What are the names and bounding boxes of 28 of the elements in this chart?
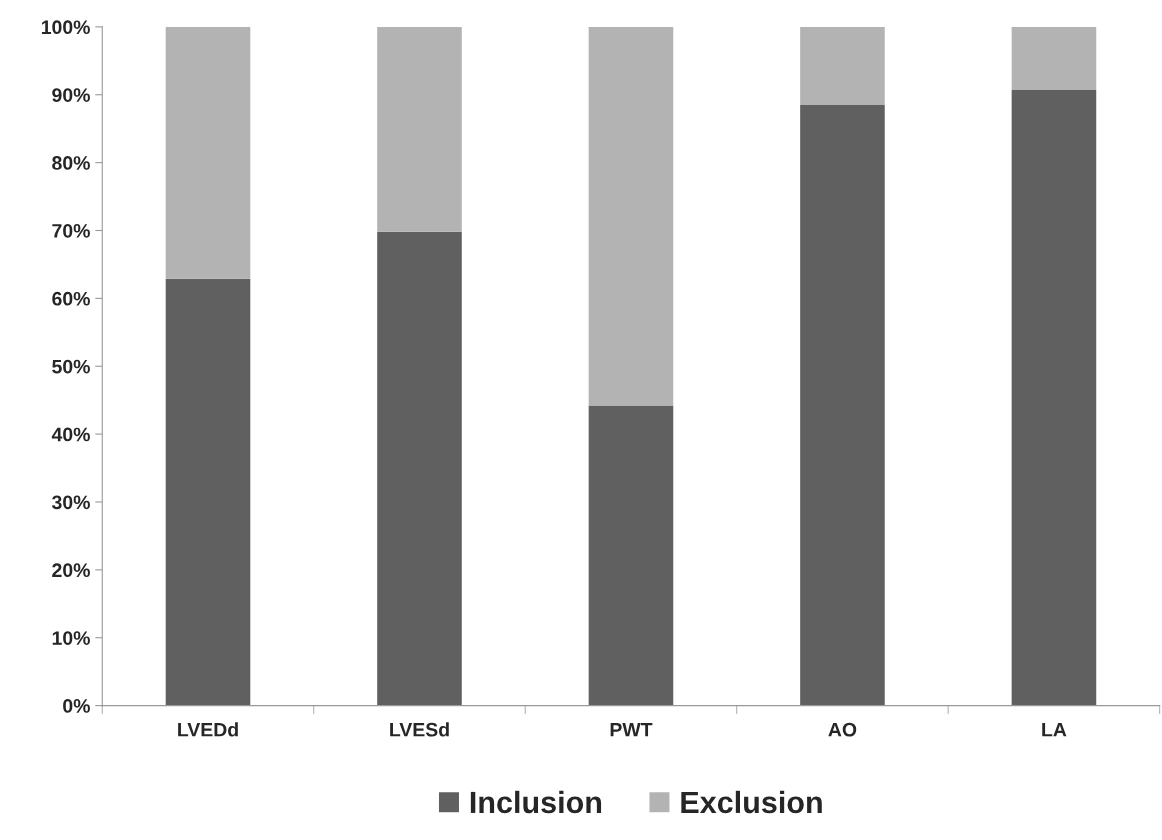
bar: [800, 104, 885, 706]
y-tick-label: 10%: [52, 631, 90, 645]
y-tick-label: 60%: [52, 291, 90, 306]
x-tick-label: AO: [828, 722, 857, 737]
bar: [165, 278, 251, 706]
bar: [1011, 26, 1097, 90]
y-tick-label: 20%: [52, 563, 90, 578]
y-tick-label: 100%: [41, 20, 90, 35]
y-tick-label: 30%: [51, 495, 90, 510]
bar: [588, 405, 674, 706]
bar: [377, 26, 462, 232]
y-tick-label: 0%: [63, 699, 90, 713]
x-tick-label: LVEDd: [178, 722, 238, 737]
y-tick-label: 90%: [52, 88, 90, 102]
y-tick-label: 50%: [52, 359, 90, 374]
bar: [588, 26, 674, 406]
legend-label: Exclusion: [681, 790, 822, 814]
y-tick-label: 40%: [51, 427, 90, 442]
bar: [377, 231, 462, 706]
y-tick-label: 80%: [52, 156, 90, 170]
legend-label: Inclusion: [470, 790, 602, 814]
x-tick-label: PWT: [610, 722, 653, 737]
x-tick-label: LA: [1042, 722, 1067, 737]
bar: [1011, 90, 1097, 706]
y-tick-label: 70%: [52, 223, 90, 238]
bar: [165, 26, 251, 279]
bar: [800, 26, 885, 105]
x-tick-label: LVESd: [390, 722, 449, 737]
